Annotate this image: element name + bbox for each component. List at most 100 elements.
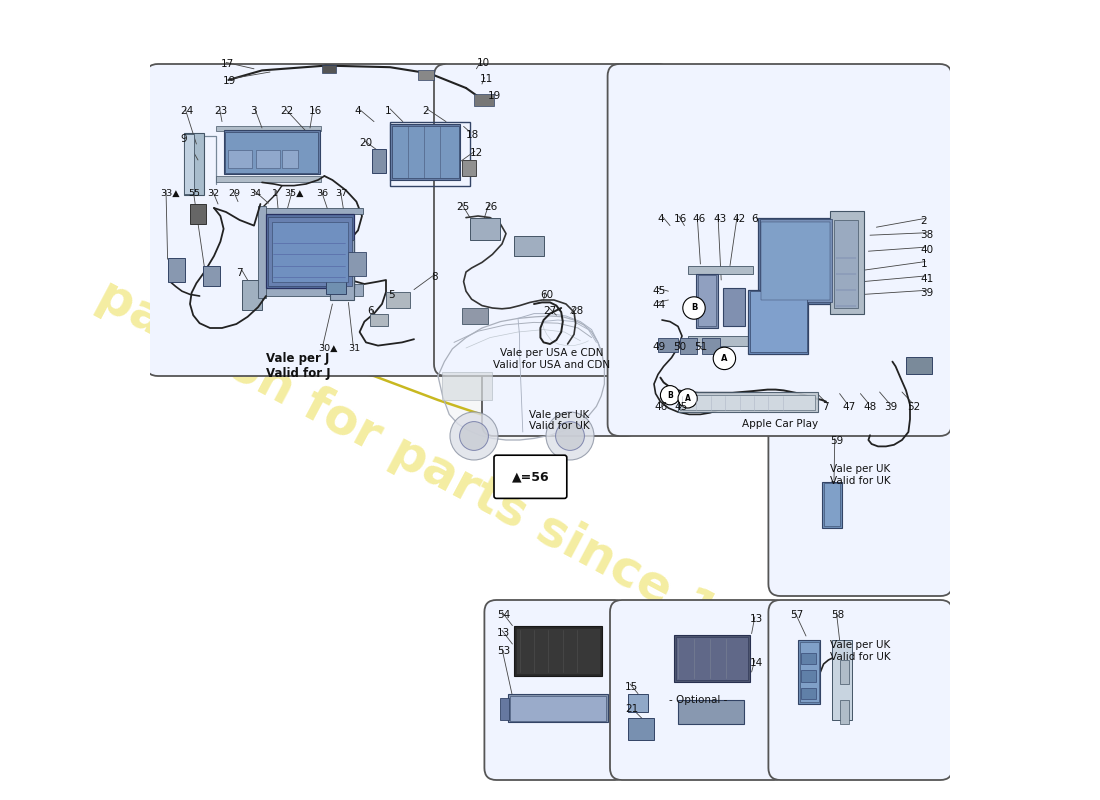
Text: 30▲: 30▲ (318, 344, 338, 353)
Text: 38: 38 (921, 230, 934, 240)
Bar (390, 124, 461, 180)
Text: 7: 7 (236, 268, 243, 278)
Text: B: B (667, 390, 673, 400)
Bar (688, 266, 754, 274)
Text: 19: 19 (487, 91, 500, 102)
Bar (681, 395, 815, 410)
Text: 1: 1 (921, 259, 927, 269)
Bar (258, 206, 266, 298)
Bar (834, 220, 858, 308)
Bar (839, 660, 849, 684)
Text: Apple Car Play: Apple Car Play (741, 419, 817, 429)
Text: 12: 12 (470, 148, 483, 158)
Bar (801, 653, 815, 664)
Text: 26: 26 (484, 202, 497, 212)
Text: 1: 1 (385, 106, 392, 115)
Bar (322, 65, 337, 73)
FancyBboxPatch shape (494, 455, 566, 498)
Text: 1: 1 (272, 189, 277, 198)
Text: 3: 3 (250, 106, 256, 115)
Bar (822, 482, 842, 528)
Circle shape (713, 347, 736, 370)
FancyBboxPatch shape (484, 600, 627, 780)
Bar (758, 218, 834, 304)
Text: 19: 19 (223, 76, 236, 86)
Text: Vale per UK
Valid for UK: Vale per UK Valid for UK (529, 410, 590, 431)
Bar (839, 700, 849, 724)
Bar (760, 219, 833, 302)
Text: 45: 45 (652, 286, 666, 296)
Text: 10: 10 (476, 58, 490, 67)
FancyBboxPatch shape (434, 64, 670, 376)
Text: 24: 24 (180, 106, 194, 115)
Text: B: B (691, 303, 697, 313)
Text: passion for parts since 1985: passion for parts since 1985 (89, 271, 818, 689)
Text: 59: 59 (830, 436, 844, 446)
Bar (418, 70, 434, 80)
Text: A: A (722, 354, 728, 363)
Bar (695, 274, 718, 328)
Text: 47: 47 (842, 402, 856, 411)
Text: 57: 57 (790, 610, 803, 619)
Text: Vale per UK
Valid for UK: Vale per UK Valid for UK (830, 640, 891, 662)
Bar (190, 204, 206, 224)
Text: 29: 29 (229, 189, 241, 198)
Bar (800, 642, 818, 702)
FancyBboxPatch shape (610, 600, 786, 780)
Circle shape (678, 389, 697, 408)
Bar (330, 240, 354, 300)
Bar (510, 696, 606, 721)
Text: 52: 52 (908, 402, 921, 411)
Text: 2: 2 (921, 216, 927, 226)
Text: 15: 15 (625, 682, 638, 691)
Text: 16: 16 (674, 214, 688, 224)
Polygon shape (438, 316, 604, 440)
Text: 21: 21 (625, 704, 638, 714)
Text: 44: 44 (652, 300, 666, 310)
Bar (282, 150, 298, 168)
Bar (678, 392, 818, 412)
Bar (628, 694, 648, 712)
Bar (680, 338, 697, 354)
Bar (830, 211, 864, 314)
Text: 58: 58 (832, 610, 845, 619)
Text: 39: 39 (884, 402, 898, 411)
Text: 54: 54 (497, 610, 510, 619)
Text: 50: 50 (673, 342, 686, 352)
Bar (184, 133, 204, 195)
Bar (801, 688, 815, 699)
Text: 46: 46 (654, 402, 668, 411)
Bar (658, 338, 678, 352)
Bar (906, 357, 932, 374)
Bar (167, 258, 185, 282)
Bar (185, 134, 194, 194)
Text: 33▲: 33▲ (161, 189, 180, 198)
Text: 42: 42 (733, 214, 746, 224)
Bar (798, 640, 821, 704)
Circle shape (450, 412, 498, 460)
Text: 4: 4 (657, 214, 663, 224)
Text: 43: 43 (713, 214, 726, 224)
Bar (508, 694, 607, 722)
Bar (392, 126, 459, 178)
Text: 22: 22 (280, 106, 294, 115)
FancyBboxPatch shape (607, 64, 952, 436)
Text: 45: 45 (674, 402, 689, 411)
Bar (499, 698, 509, 720)
Text: 13: 13 (497, 628, 510, 638)
Bar (678, 700, 744, 724)
Bar (242, 280, 262, 310)
Text: 5: 5 (388, 290, 395, 299)
Bar (702, 338, 719, 354)
Text: 7: 7 (822, 402, 828, 411)
Text: 40: 40 (921, 245, 934, 255)
Text: 11: 11 (480, 74, 493, 84)
Bar (761, 222, 830, 300)
Bar (372, 149, 386, 173)
Bar (202, 266, 220, 286)
Text: ▲=56: ▲=56 (512, 470, 549, 483)
Bar (370, 314, 387, 326)
Circle shape (546, 412, 594, 460)
Bar (801, 670, 815, 682)
Bar (474, 94, 494, 106)
